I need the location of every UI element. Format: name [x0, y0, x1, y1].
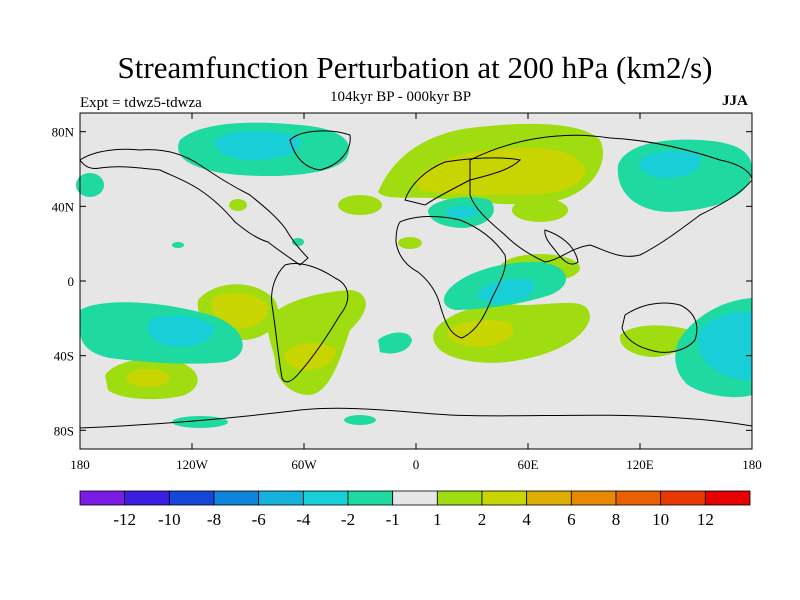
colorbar-swatch: [526, 490, 572, 506]
colorbar-label: 1: [433, 510, 442, 529]
colorbar: -12 -10 -8 -6 -4 -2 -1 1 2 4 6 8 10 12: [79, 490, 751, 529]
field-neg-central-pac: [172, 242, 184, 248]
lon-tick-label: 120W: [176, 457, 209, 472]
field-neg-caribbean: [292, 238, 304, 246]
colorbar-swatch: [258, 490, 304, 506]
colorbar-swatch: [615, 490, 662, 506]
lon-tick-label: 0: [413, 457, 420, 472]
lat-tick-label: 80S: [54, 423, 74, 438]
field-neg2-caspian: [446, 206, 478, 218]
colorbar-swatch: [168, 490, 215, 506]
field-pos-west-africa: [398, 237, 422, 249]
experiment-label: Expt = tdwz5-tdwza: [80, 95, 202, 111]
field-pos2-south-atl: [284, 343, 336, 371]
field-pos-west-atl: [229, 199, 247, 211]
colorbar-label: -1: [386, 510, 400, 529]
colorbar-swatch: [660, 490, 706, 506]
coastlines: [79, 130, 753, 429]
colorbar-swatch: [124, 490, 170, 506]
field-neg2-siberia: [639, 150, 701, 179]
coast-europe: [404, 157, 522, 206]
lon-tick-label: 180: [70, 457, 90, 472]
coast-india: [544, 229, 579, 265]
colorbar-label: 10: [652, 510, 669, 529]
lat-tick-label: 80N: [52, 125, 75, 140]
field-neg-south-atl: [378, 332, 412, 354]
lat-tick-label: 40N: [52, 199, 75, 214]
colorbar-label: 4: [522, 510, 531, 529]
colorbar-label: 2: [478, 510, 487, 529]
field-pos2-south-africa: [447, 320, 514, 347]
lon-tick-label: 60W: [291, 457, 317, 472]
colorbar-swatch: [392, 490, 438, 506]
lat-tick-label: 40S: [54, 349, 74, 364]
coast-antarctica: [79, 407, 753, 429]
colorbar-swatch: [347, 490, 394, 506]
field-pos-south-atl: [267, 290, 366, 395]
coast-asia: [469, 134, 753, 263]
field-neg-antarctic-atl: [344, 415, 376, 425]
coast-africa: [395, 216, 507, 339]
colorbar-label: -4: [296, 510, 311, 529]
field-neg2-south-pacific: [147, 315, 215, 347]
contour-fields: [76, 122, 752, 428]
coast-australia: [621, 302, 698, 353]
field-neg2-greenland: [214, 130, 301, 160]
colorbar-label: 6: [567, 510, 576, 529]
colorbar-swatch: [481, 490, 528, 506]
coast-north-america: [79, 148, 309, 266]
colorbar-swatch: [436, 490, 483, 506]
field-neg-ne-atl: [76, 173, 104, 197]
colorbar-swatch: [302, 490, 349, 506]
colorbar-label: -10: [158, 510, 181, 529]
colorbar-swatch: [79, 490, 126, 506]
lat-tick-label: 0: [68, 274, 75, 289]
lon-tick-label: 120E: [626, 457, 654, 472]
colorbar-label: 12: [697, 510, 714, 529]
lon-tick-label: 180: [742, 457, 762, 472]
field-pos-australia: [619, 325, 691, 357]
coast-south-america: [271, 263, 349, 383]
colorbar-swatch: [213, 490, 260, 506]
axis-ticks: 80N 40N 0 40S 80S 180 120W 60W 0 60E 120E 180: [52, 113, 762, 472]
colorbar-label: -8: [207, 510, 221, 529]
field-pos-central-atl: [338, 195, 382, 215]
coast-greenland: [289, 130, 351, 171]
field-neg2-nz: [697, 311, 752, 381]
colorbar-swatch: [570, 490, 617, 506]
field-pos-sahara: [512, 198, 568, 222]
chart-title: Streamfunction Perturbation at 200 hPa (…: [117, 50, 713, 85]
field-pos2-south-pacific: [126, 369, 170, 387]
season-label: JJA: [722, 93, 748, 109]
colorbar-label: 8: [612, 510, 621, 529]
colorbar-swatch: [704, 490, 751, 506]
colorbar-label: -2: [341, 510, 355, 529]
chart-subtitle: 104kyr BP - 000kyr BP: [330, 89, 472, 105]
colorbar-label: -12: [113, 510, 136, 529]
lon-tick-label: 60E: [518, 457, 539, 472]
colorbar-label: -6: [252, 510, 266, 529]
field-pos2-se-pacific: [211, 292, 269, 328]
